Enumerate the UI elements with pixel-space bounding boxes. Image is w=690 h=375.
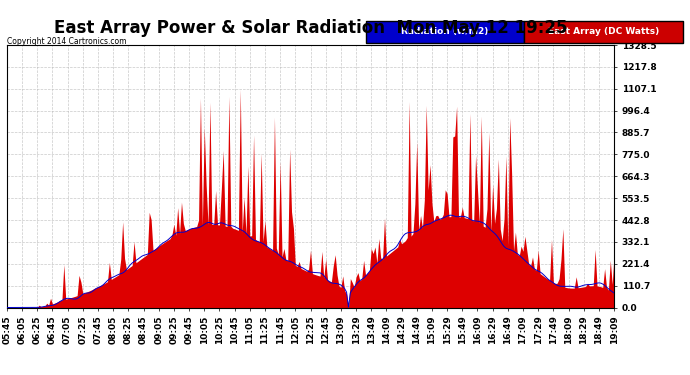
Text: East Array (DC Watts): East Array (DC Watts) — [548, 27, 660, 36]
Text: East Array Power & Solar Radiation  Mon May 12 19:25: East Array Power & Solar Radiation Mon M… — [54, 19, 567, 37]
FancyBboxPatch shape — [366, 21, 524, 43]
FancyBboxPatch shape — [524, 21, 683, 43]
Text: Copyright 2014 Cartronics.com: Copyright 2014 Cartronics.com — [7, 38, 126, 46]
Text: Radiation (w/m2): Radiation (w/m2) — [402, 27, 489, 36]
